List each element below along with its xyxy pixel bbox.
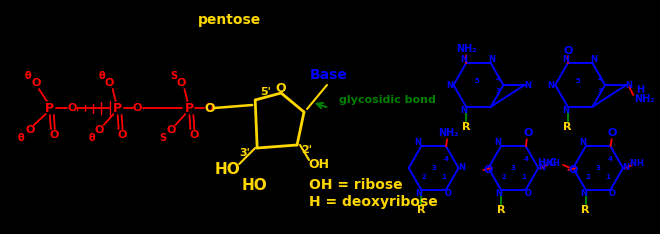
Text: N: N	[580, 189, 587, 198]
Text: P: P	[185, 102, 194, 114]
Text: N: N	[626, 80, 633, 89]
Text: 4: 4	[496, 76, 501, 81]
Text: O: O	[167, 125, 176, 135]
Text: N: N	[458, 164, 465, 172]
Text: NH₂: NH₂	[438, 128, 458, 138]
Text: O: O	[524, 189, 531, 198]
Text: H₃C: H₃C	[538, 158, 557, 168]
Text: OH: OH	[308, 158, 329, 172]
Text: 2: 2	[501, 174, 506, 180]
Text: N: N	[416, 189, 422, 198]
Text: H = deoxyribose: H = deoxyribose	[309, 195, 438, 209]
Text: H: H	[636, 85, 644, 95]
Text: P: P	[113, 102, 122, 114]
Text: O: O	[276, 81, 286, 95]
Text: 5': 5'	[260, 87, 271, 97]
Text: 2': 2'	[302, 145, 313, 155]
Text: R: R	[564, 122, 572, 132]
Text: H: H	[636, 158, 644, 168]
Text: S: S	[170, 71, 177, 81]
Text: 3': 3'	[240, 148, 251, 158]
Text: glycosidic bond: glycosidic bond	[339, 95, 436, 105]
Text: 3: 3	[431, 165, 436, 171]
Text: θ: θ	[98, 71, 105, 81]
Text: 5: 5	[474, 78, 479, 84]
Text: N: N	[461, 55, 467, 64]
Text: R: R	[417, 205, 426, 215]
Text: O: O	[105, 78, 114, 88]
Text: N: N	[562, 106, 569, 115]
Text: P: P	[46, 102, 54, 114]
Text: O: O	[95, 125, 104, 135]
Text: O: O	[189, 130, 199, 140]
Text: pentose: pentose	[197, 13, 261, 27]
Text: 3: 3	[596, 165, 601, 171]
Text: O: O	[523, 128, 533, 138]
Text: N: N	[579, 138, 586, 147]
Text: θ: θ	[18, 133, 24, 143]
Text: N: N	[524, 80, 531, 89]
Text: N: N	[414, 138, 422, 147]
Text: R: R	[462, 122, 471, 132]
Text: 5: 5	[576, 78, 581, 84]
Text: R: R	[497, 205, 505, 215]
Text: θ: θ	[88, 133, 95, 143]
Text: O: O	[204, 102, 214, 114]
Text: O: O	[484, 165, 493, 175]
Text: NH₂: NH₂	[456, 44, 477, 54]
Text: 1: 1	[606, 174, 610, 180]
Text: O: O	[568, 165, 578, 175]
Text: O: O	[609, 189, 616, 198]
Text: R: R	[581, 205, 590, 215]
Text: N: N	[562, 55, 569, 64]
Text: 3: 3	[511, 165, 516, 171]
Text: O: O	[608, 128, 617, 138]
Text: 1: 1	[441, 174, 446, 180]
Text: N: N	[461, 106, 467, 115]
Text: N: N	[538, 164, 544, 172]
Text: 3: 3	[598, 88, 603, 95]
Text: S: S	[159, 133, 166, 143]
Text: θ: θ	[24, 71, 31, 81]
Text: 4: 4	[608, 156, 613, 162]
Text: O: O	[49, 130, 59, 140]
Text: 3: 3	[496, 88, 501, 95]
Text: HO: HO	[242, 178, 267, 193]
Text: O: O	[177, 78, 186, 88]
Text: N: N	[590, 55, 597, 64]
Text: 1: 1	[521, 174, 526, 180]
Text: N: N	[446, 80, 453, 89]
Text: 4: 4	[597, 76, 603, 81]
Text: O: O	[445, 189, 451, 198]
Text: O: O	[205, 103, 214, 113]
Text: O: O	[31, 78, 40, 88]
Text: 2: 2	[421, 174, 426, 180]
Text: O: O	[118, 130, 127, 140]
Text: N: N	[544, 158, 552, 168]
Text: H: H	[552, 158, 558, 168]
Text: HO: HO	[214, 162, 240, 178]
Text: O: O	[563, 46, 572, 56]
Text: O: O	[67, 103, 77, 113]
Text: 4: 4	[523, 156, 528, 162]
Text: N: N	[622, 164, 630, 172]
Text: N: N	[548, 80, 555, 89]
Text: N: N	[488, 55, 496, 64]
Text: OH = ribose: OH = ribose	[309, 178, 403, 192]
Text: N: N	[630, 158, 636, 168]
Text: O: O	[133, 103, 143, 113]
Text: Base: Base	[310, 68, 348, 82]
Text: 4: 4	[444, 156, 449, 162]
Text: N: N	[496, 189, 502, 198]
Text: O: O	[25, 125, 34, 135]
Text: NH₂: NH₂	[634, 94, 655, 104]
Text: 2: 2	[586, 174, 591, 180]
Text: N: N	[494, 138, 502, 147]
